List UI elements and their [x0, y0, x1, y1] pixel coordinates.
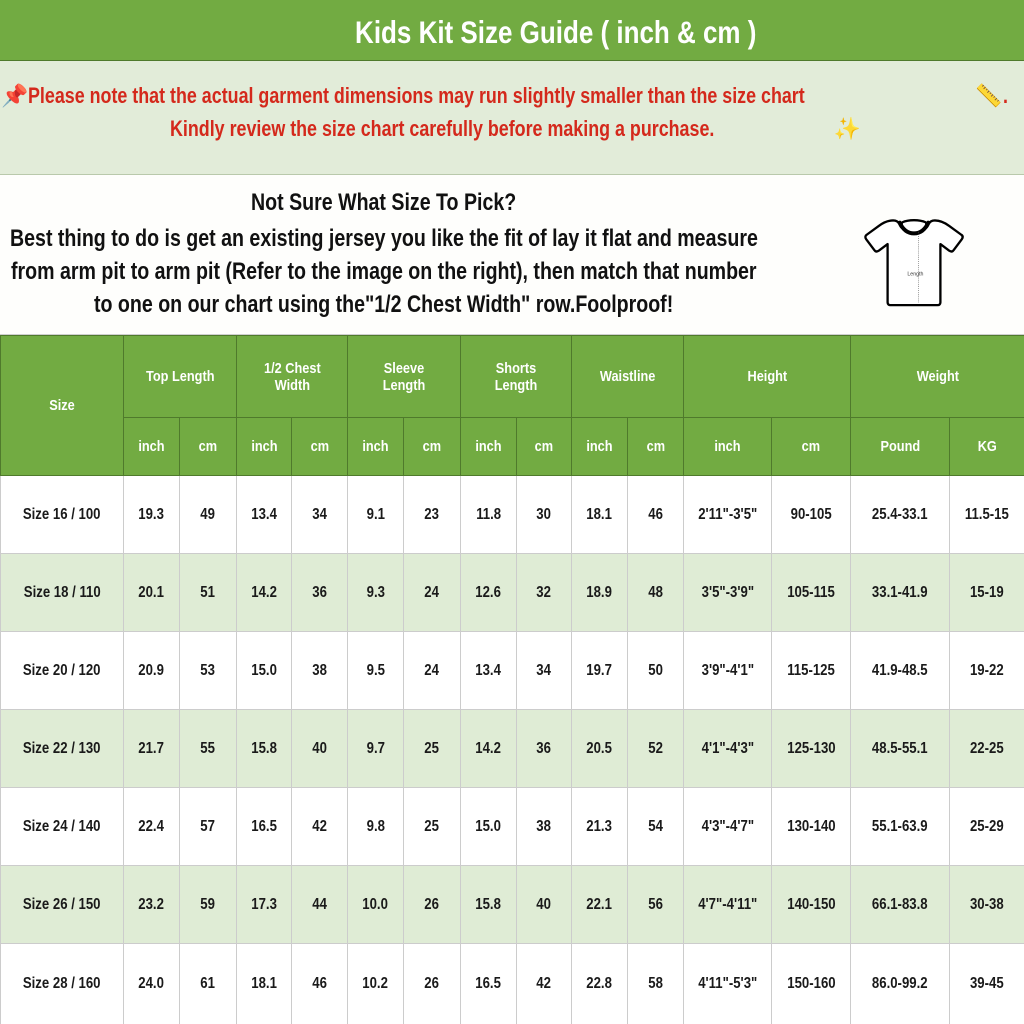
svg-text:Length: Length [907, 271, 923, 277]
